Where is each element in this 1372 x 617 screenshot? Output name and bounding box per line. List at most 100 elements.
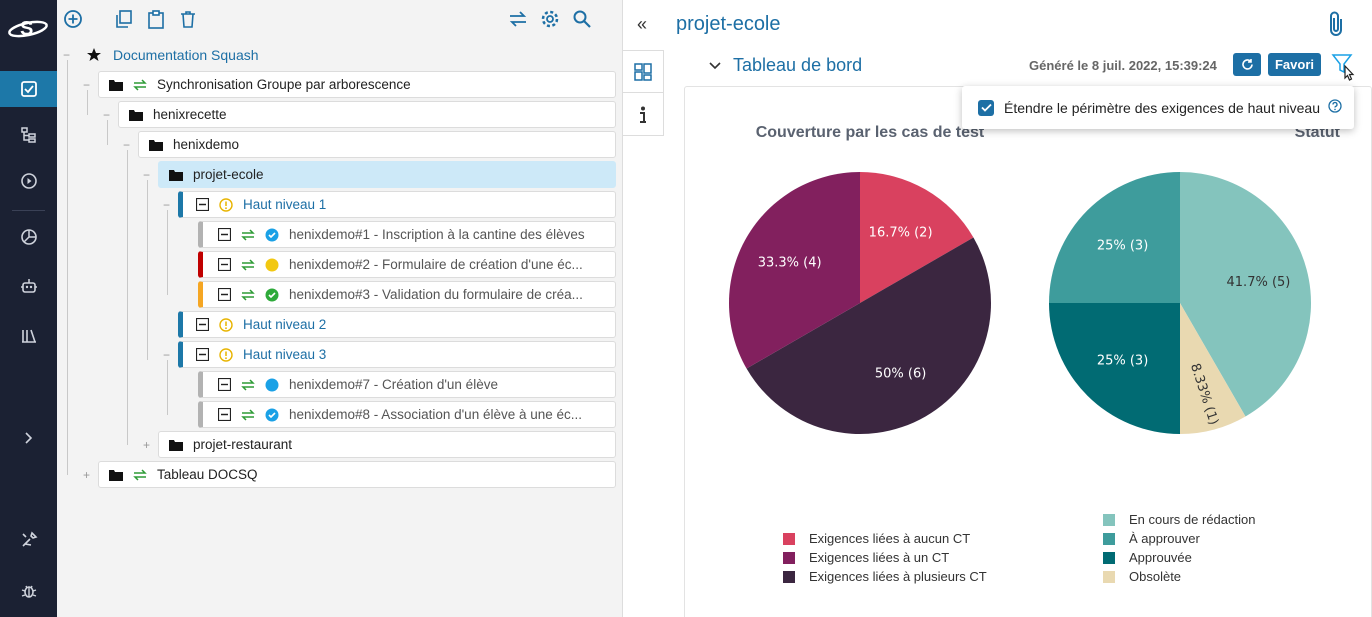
nav-bug-icon[interactable]	[0, 573, 57, 609]
collapse-toggle[interactable]: −	[62, 48, 70, 62]
expand-toggle[interactable]: +	[142, 438, 150, 452]
pie-chart-1: 41.7% (5)8.33% (1)25% (3)25% (3)	[1049, 172, 1311, 434]
tree-node-high-level[interactable]: Haut niveau 2	[178, 311, 616, 338]
minus-box-icon	[217, 408, 231, 422]
nav-reports-icon[interactable]	[0, 219, 57, 255]
filter-icon[interactable]	[1331, 52, 1357, 97]
collapse-toggle[interactable]: −	[162, 348, 170, 362]
legend-item[interactable]: Exigences liées à un CT	[783, 548, 987, 567]
attachment-icon[interactable]	[1327, 10, 1345, 43]
legend-item[interactable]: Obsolète	[1103, 567, 1255, 586]
tree-node-label: henixdemo	[173, 137, 240, 152]
scope-popup: Étendre le périmètre des exigences de ha…	[962, 86, 1354, 129]
delete-icon[interactable]	[177, 8, 199, 30]
legend-item[interactable]: En cours de rédaction	[1103, 510, 1255, 529]
nav-executions-icon[interactable]	[0, 163, 57, 199]
collapse-toggle[interactable]: −	[122, 138, 130, 152]
pie-slice[interactable]	[746, 237, 991, 435]
legend-label: Exigences liées à plusieurs CT	[809, 569, 987, 584]
tree-node-folder-selected[interactable]: projet-ecole	[158, 161, 616, 188]
tree-node-library[interactable]: Synchronisation Groupe par arborescence	[98, 71, 616, 98]
main-nav: S	[0, 0, 57, 617]
nav-automation-icon[interactable]	[0, 268, 57, 304]
tree-node-requirement[interactable]: henixdemo#8 - Association d'un élève à u…	[198, 401, 616, 428]
sync-icon[interactable]	[507, 8, 529, 30]
tree-node-library[interactable]: Tableau DOCSQ	[98, 461, 616, 488]
pie-chart-0: 16.7% (2) 50% (6) 33.3% (4)	[729, 172, 991, 434]
tree-node-high-level[interactable]: Haut niveau 3	[178, 341, 616, 368]
legend-item[interactable]: À approuver	[1103, 529, 1255, 548]
tree-node-requirement[interactable]: henixdemo#2 - Formulaire de création d'u…	[198, 251, 616, 278]
tree-node-requirement[interactable]: henixdemo#1 - Inscription à la cantine d…	[198, 221, 616, 248]
paste-icon[interactable]	[145, 8, 167, 30]
nav-requirements-icon[interactable]	[0, 71, 57, 107]
tree-node-folder[interactable]: henixdemo	[138, 131, 616, 158]
tree-node-high-level[interactable]: Haut niveau 1	[178, 191, 616, 218]
settings-icon[interactable]	[539, 8, 561, 30]
pie-slice[interactable]	[1180, 303, 1246, 434]
refresh-button[interactable]	[1233, 53, 1261, 76]
collapse-toggle[interactable]: −	[162, 198, 170, 212]
expand-toggle[interactable]: +	[82, 468, 90, 482]
tree-node-label: Haut niveau 3	[243, 347, 327, 362]
slice-label: 25% (3)	[1097, 353, 1148, 368]
dashboard-title: Tableau de bord	[733, 55, 863, 75]
collapse-panel-button[interactable]: «	[637, 14, 648, 34]
collapse-toggle[interactable]: −	[102, 108, 110, 122]
tree-node-requirement[interactable]: henixdemo#7 - Création d'un élève	[198, 371, 616, 398]
sync-status-icon	[133, 78, 147, 92]
tree-node-label: Synchronisation Groupe par arborescence	[157, 77, 411, 92]
copy-icon[interactable]	[113, 8, 135, 30]
legend-swatch	[1103, 570, 1115, 583]
legend-label: En cours de rédaction	[1129, 512, 1256, 527]
dashboard-card: 16.7% (2) 50% (6) 33.3% (4) Couverture par …	[684, 86, 1372, 617]
legend-item[interactable]: Approuvée	[1103, 548, 1255, 567]
tree-node-label: henixrecette	[153, 107, 227, 122]
add-icon[interactable]	[62, 8, 84, 30]
pie-slice[interactable]	[860, 172, 974, 303]
search-icon[interactable]	[571, 8, 593, 30]
minus-box-icon	[217, 228, 231, 242]
tree-node-folder[interactable]: henixrecette	[118, 101, 616, 128]
tree-root[interactable]: Documentation Squash	[87, 46, 259, 64]
tree-node-label: henixdemo#3 - Validation du formulaire d…	[289, 287, 583, 302]
legend-item[interactable]: Exigences liées à plusieurs CT	[783, 567, 987, 586]
legend-swatch	[783, 570, 795, 583]
charts-svg: 16.7% (2) 50% (6) 33.3% (4) Couverture par …	[729, 124, 1341, 434]
collapse-toggle[interactable]: −	[82, 78, 90, 92]
chevron-down-icon[interactable]	[709, 58, 721, 76]
tree-node-folder[interactable]: projet-restaurant	[158, 431, 616, 458]
collapse-toggle[interactable]: −	[142, 168, 150, 182]
nav-test-cases-icon[interactable]	[0, 117, 57, 153]
pie-slice[interactable]	[1049, 172, 1180, 303]
tree-node-label: projet-restaurant	[193, 437, 293, 452]
nav-admin-icon[interactable]	[0, 522, 57, 558]
dashboard-tab-icon[interactable]	[623, 51, 663, 93]
pie-slice[interactable]	[1049, 303, 1180, 434]
status-in-progress-icon	[265, 258, 279, 272]
legend-label: Approuvée	[1129, 550, 1192, 565]
status-validated-icon	[265, 288, 279, 302]
legend-label: À approuver	[1129, 531, 1200, 546]
tree-node-requirement[interactable]: henixdemo#3 - Validation du formulaire d…	[198, 281, 616, 308]
generated-date: Généré le 8 juil. 2022, 15:39:24	[1029, 58, 1217, 73]
info-tab-icon[interactable]	[623, 94, 663, 136]
sync-status-icon	[241, 408, 255, 422]
slice-label: 50% (6)	[875, 366, 926, 381]
legend-label: Obsolète	[1129, 569, 1182, 584]
pie-slice[interactable]	[729, 172, 860, 369]
scope-label: Étendre le périmètre des exigences de ha…	[1004, 99, 1320, 116]
legend-item[interactable]: Exigences liées à aucun CT	[783, 529, 987, 548]
squash-logo[interactable]: S	[7, 12, 49, 42]
favorite-button[interactable]: Favori	[1268, 53, 1321, 76]
help-icon[interactable]	[1328, 99, 1342, 116]
sync-status-icon	[241, 288, 255, 302]
nav-expand-icon[interactable]	[0, 420, 57, 456]
legend-swatch	[1103, 532, 1115, 545]
scope-checkbox[interactable]	[978, 99, 994, 116]
slice-label: 33.3% (4)	[758, 255, 822, 270]
nav-library-icon[interactable]	[0, 318, 57, 354]
warning-icon	[219, 317, 233, 332]
tree-node-label: henixdemo#1 - Inscription à la cantine d…	[289, 227, 585, 242]
pie-slice[interactable]	[1180, 172, 1311, 417]
